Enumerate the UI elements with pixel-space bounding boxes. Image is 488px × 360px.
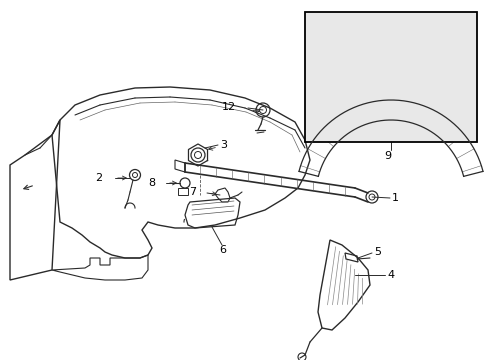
Text: 9: 9 xyxy=(384,151,391,161)
Bar xyxy=(305,12,476,142)
Text: 7: 7 xyxy=(188,187,196,197)
Text: 6: 6 xyxy=(219,245,225,255)
Text: 2: 2 xyxy=(95,173,102,183)
Text: 3: 3 xyxy=(220,140,226,150)
Text: 1: 1 xyxy=(391,193,398,203)
Text: 5: 5 xyxy=(373,247,380,257)
Text: 4: 4 xyxy=(386,270,393,280)
Circle shape xyxy=(377,104,384,112)
Text: 12: 12 xyxy=(222,102,236,112)
Text: 11: 11 xyxy=(343,93,357,103)
Text: 8: 8 xyxy=(147,178,155,188)
Text: 10: 10 xyxy=(446,27,460,37)
